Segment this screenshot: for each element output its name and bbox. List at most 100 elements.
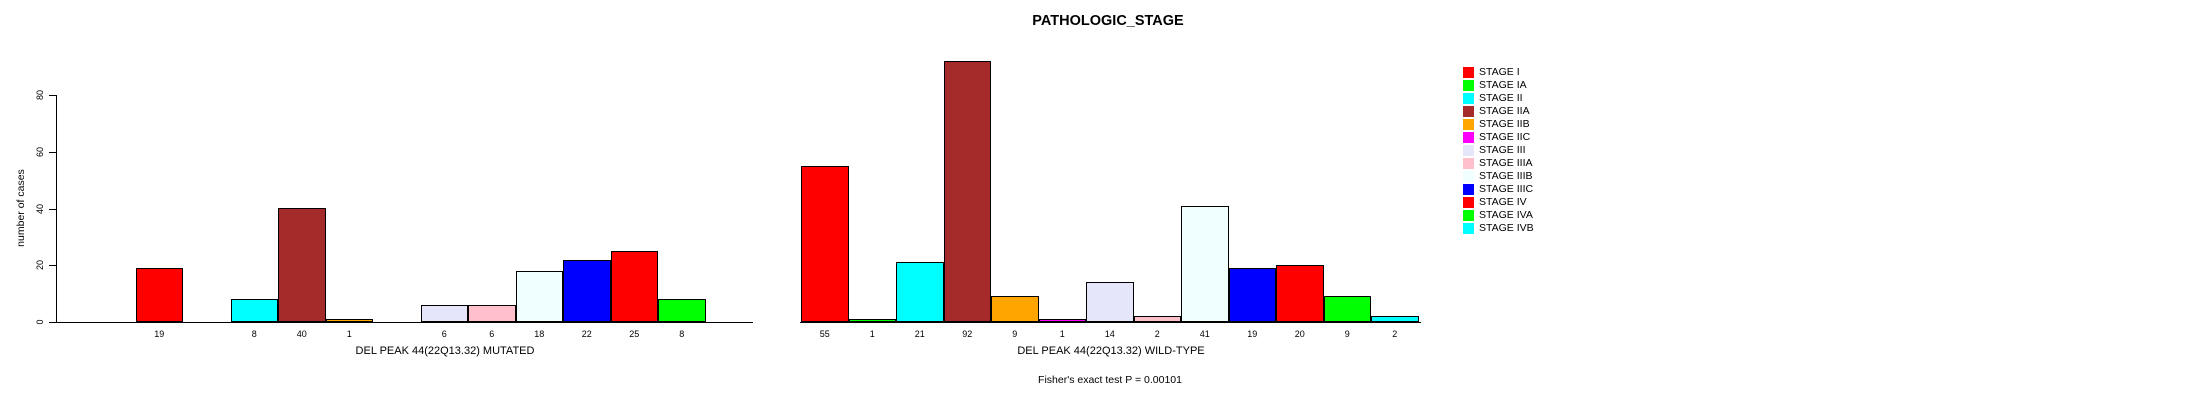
legend-label: STAGE IA: [1479, 78, 1527, 91]
bar: [135, 268, 183, 322]
bar: [1276, 265, 1324, 322]
bar-value-label: 6: [441, 329, 447, 339]
bar-value-label: 18: [534, 329, 545, 339]
legend-swatch: [1463, 197, 1474, 208]
legend-label: STAGE IIIA: [1479, 156, 1533, 169]
legend-item: STAGE IVA: [1463, 210, 1533, 222]
bar: [468, 305, 516, 322]
legend-label: STAGE I: [1479, 65, 1520, 78]
x-axis-line-wildtype: [800, 322, 1421, 323]
x-axis-label-wildtype: DEL PEAK 44(22Q13.32) WILD-TYPE: [1017, 345, 1205, 357]
y-tick-mark: [49, 208, 56, 210]
bar-value-label: 2: [1392, 329, 1398, 339]
legend-swatch: [1463, 157, 1474, 169]
legend-item: STAGE II: [1463, 92, 1523, 104]
bar-value-label: 14: [1104, 329, 1115, 339]
bar-value-label: 19: [1247, 329, 1258, 339]
legend-label: STAGE IVA: [1479, 209, 1533, 222]
y-axis-label: number of cases: [15, 169, 27, 247]
legend-item: STAGE IIA: [1463, 105, 1530, 117]
bar-value-label: 41: [1199, 329, 1210, 339]
legend-item: STAGE IIIA: [1463, 157, 1532, 169]
bar-value-label: 2: [1154, 329, 1160, 339]
bar-value-label: 9: [1012, 329, 1018, 339]
legend-label: STAGE IVB: [1479, 222, 1534, 235]
legend-swatch: [1463, 223, 1474, 235]
bar-value-label: 1: [869, 329, 875, 339]
legend-label: STAGE IIA: [1479, 104, 1530, 117]
y-tick-mark: [49, 322, 56, 323]
bar: [658, 299, 706, 322]
legend-label: STAGE IIC: [1479, 130, 1531, 143]
legend-item: STAGE IIB: [1463, 118, 1530, 130]
legend-swatch: [1463, 118, 1474, 130]
bar: [1371, 316, 1419, 322]
bar-value-label: 1: [1059, 329, 1065, 339]
bar: [1323, 296, 1371, 322]
bar-value-label: 55: [819, 329, 830, 339]
bar-value-label: 21: [914, 329, 925, 339]
bar-value-label: 19: [154, 329, 165, 339]
bar: [420, 305, 468, 322]
bar: [278, 208, 326, 322]
bar-value-label: 9: [1344, 329, 1350, 339]
legend-swatch: [1463, 144, 1474, 156]
legend-item: STAGE III: [1463, 144, 1525, 156]
legend-swatch: [1463, 92, 1474, 104]
legend-label: STAGE IIIC: [1479, 182, 1534, 195]
bar-value-label: 1: [346, 329, 352, 339]
bar: [1181, 206, 1229, 322]
legend-label: STAGE IIB: [1479, 117, 1530, 130]
legend-swatch: [1463, 170, 1474, 182]
bar: [896, 262, 944, 322]
legend-swatch: [1463, 105, 1474, 117]
bar: [943, 61, 991, 322]
legend-item: STAGE IV: [1463, 197, 1527, 209]
legend-swatch: [1463, 131, 1474, 143]
bar: [230, 299, 278, 322]
bar: [1086, 282, 1134, 322]
legend-item: STAGE IIIB: [1463, 170, 1532, 182]
bar: [325, 319, 373, 322]
legend-swatch: [1463, 183, 1474, 195]
y-tick-label: 20: [35, 260, 45, 271]
y-tick-label: 80: [35, 89, 45, 101]
y-tick-mark: [49, 151, 56, 153]
bar-value-label: 8: [251, 329, 257, 339]
y-tick-mark: [49, 95, 56, 96]
legend: STAGE I STAGE IA STAGE II STAGE IIA STAGE II…: [1463, 66, 1613, 246]
legend-item: STAGE IIIC: [1463, 183, 1533, 195]
fisher-test-footnote: Fisher's exact test P = 0.00101: [1038, 374, 1182, 386]
bar-value-label: 8: [679, 329, 685, 339]
legend-label: STAGE III: [1479, 143, 1526, 156]
bar: [563, 260, 611, 322]
y-tick-mark: [49, 265, 56, 267]
y-tick-label: 0: [35, 319, 45, 325]
bar: [1038, 319, 1086, 322]
bar-value-label: 92: [962, 329, 973, 339]
y-tick-label: 40: [35, 203, 45, 214]
legend-label: STAGE IV: [1479, 196, 1527, 208]
bar-value-label: 40: [296, 329, 307, 339]
bar: [991, 296, 1039, 322]
legend-swatch: [1463, 79, 1474, 91]
legend-item: STAGE IVB: [1463, 223, 1534, 235]
legend-swatch: [1463, 66, 1474, 78]
bar-value-label: 22: [581, 329, 592, 339]
bar: [610, 251, 658, 322]
chart-title: PATHOLOGIC_STAGE: [1032, 13, 1184, 29]
legend-item: STAGE I: [1463, 66, 1520, 78]
legend-swatch: [1463, 210, 1474, 222]
bar: [801, 166, 849, 322]
y-tick-label: 60: [35, 146, 45, 157]
x-axis-line-mutated: [56, 322, 753, 323]
bar-value-label: 25: [629, 329, 640, 339]
bar: [1228, 268, 1276, 322]
legend-item: STAGE IA: [1463, 79, 1527, 91]
bar-value-label: 6: [489, 329, 495, 339]
legend-label: STAGE II: [1479, 91, 1523, 104]
bar: [1133, 316, 1181, 322]
legend-label: STAGE IIIB: [1479, 169, 1533, 182]
bar: [515, 271, 563, 322]
